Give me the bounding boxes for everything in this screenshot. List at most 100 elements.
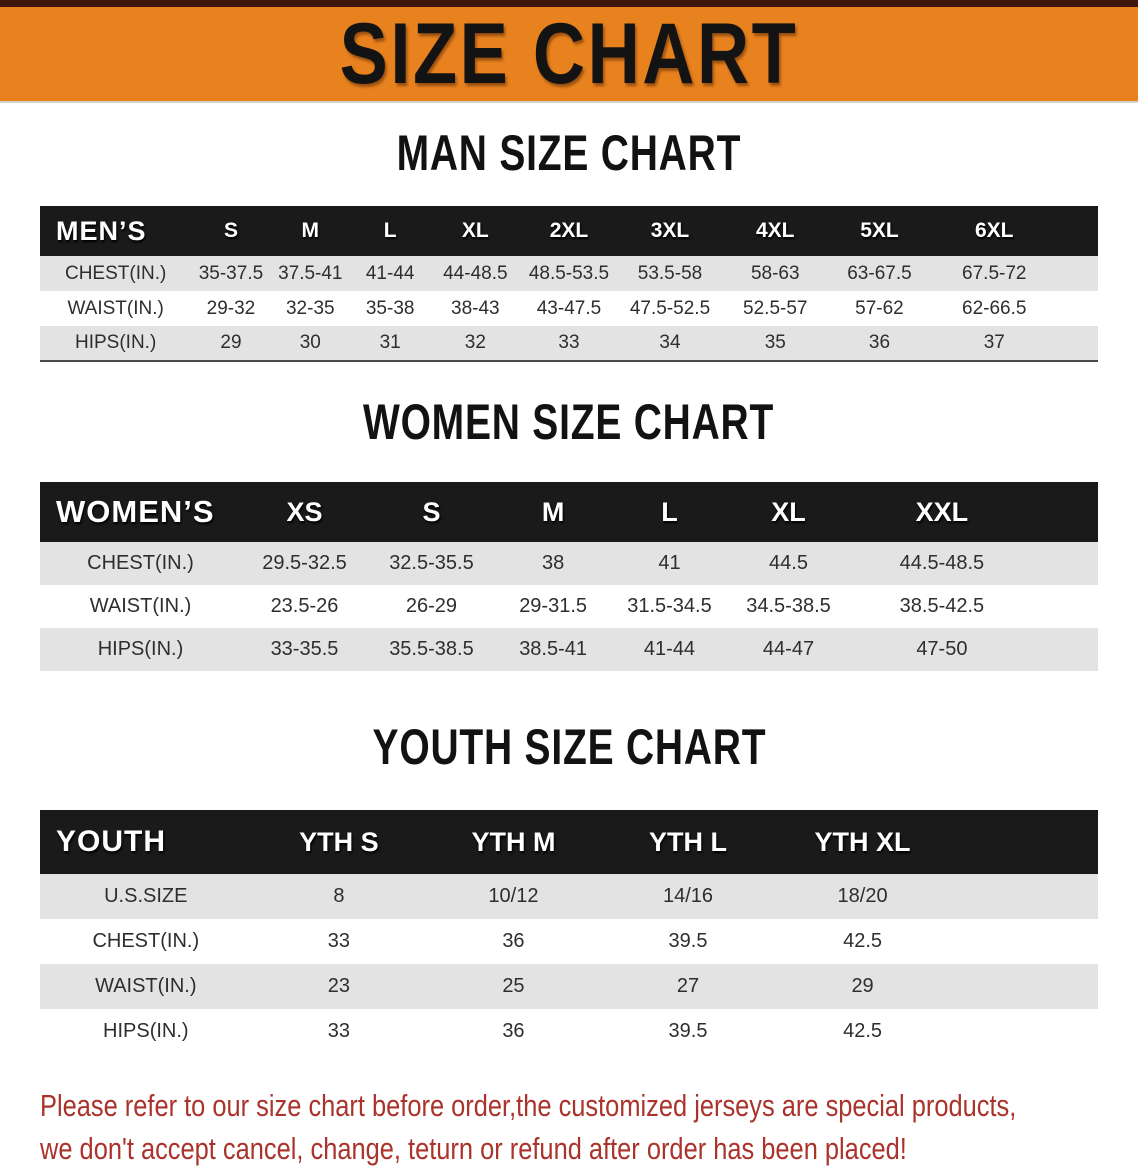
size-chart-banner: SIZE CHART xyxy=(0,0,1138,103)
man-heading-text: MAN SIZE CHART xyxy=(396,125,742,181)
women-size-header: S xyxy=(367,482,495,542)
table-row: HIPS(IN.) 29 30 31 32 33 34 35 36 37 xyxy=(40,326,1098,361)
spacer-cell xyxy=(1034,585,1098,628)
measurement-cell: 34.5-38.5 xyxy=(746,595,831,617)
measurement-cell: 14/16 xyxy=(662,885,714,907)
table-row: CHEST(IN.) 35-37.5 37.5-41 41-44 44-48.5… xyxy=(40,256,1098,291)
youth-size-header: YTH L xyxy=(600,810,776,874)
table-row: U.S.SIZE 8 10/12 14/16 18/20 xyxy=(40,874,1098,919)
disclaimer-text: Please refer to our size chart before or… xyxy=(40,1084,1138,1171)
women-size-header: XS xyxy=(241,482,368,542)
women-size-header: XXL xyxy=(849,482,1035,542)
table-row: WAIST(IN.) 23.5-26 26-29 29-31.5 31.5-34… xyxy=(40,585,1098,628)
measurement-cell: 36 xyxy=(502,1020,525,1042)
measurement-cell: 42.5 xyxy=(843,1020,883,1042)
youth-size-header: YTH S xyxy=(251,810,427,874)
men-size-header: 4XL xyxy=(722,206,829,256)
measurement-cell: 32-35 xyxy=(285,297,335,319)
spacer-cell xyxy=(950,964,1098,1009)
youth-size-header: YTH XL xyxy=(775,810,950,874)
row-label: U.S.SIZE xyxy=(104,885,188,907)
measurement-cell: 33-35.5 xyxy=(270,638,339,660)
measurement-cell: 8 xyxy=(333,885,345,907)
measurement-cell: 26-29 xyxy=(405,595,458,617)
measurement-cell: 37.5-41 xyxy=(278,262,343,284)
measurement-cell: 62-66.5 xyxy=(962,297,1027,319)
measurement-cell: 43-47.5 xyxy=(536,297,602,319)
disclaimer-line-2: we don't accept cancel, change, teturn o… xyxy=(40,1131,907,1167)
spacer-cell xyxy=(1058,291,1098,326)
women-size-header: XL xyxy=(727,482,850,542)
spacer-cell xyxy=(950,1009,1098,1054)
men-size-header: XL xyxy=(430,206,521,256)
measurement-cell: 25 xyxy=(502,975,525,997)
spacer-cell xyxy=(1034,628,1098,671)
youth-section-heading: YOUTH SIZE CHART xyxy=(0,721,1138,786)
measurement-cell: 42.5 xyxy=(843,930,883,952)
measurement-cell: 35.5-38.5 xyxy=(389,638,474,660)
men-size-header: L xyxy=(349,206,431,256)
measurement-cell: 23 xyxy=(327,975,350,997)
measurement-cell: 35-37.5 xyxy=(198,262,264,284)
measurement-cell: 41-44 xyxy=(365,262,415,284)
measurement-cell: 33 xyxy=(558,332,580,353)
men-size-header: 6XL xyxy=(930,206,1058,256)
measurement-cell: 44.5-48.5 xyxy=(899,552,985,574)
measurement-cell: 29-32 xyxy=(206,297,256,319)
men-corner-label: MEN’S xyxy=(40,206,192,256)
measurement-cell: 33 xyxy=(327,930,350,952)
measurement-cell: 39.5 xyxy=(668,930,708,952)
measurement-cell: 32 xyxy=(464,332,486,353)
spacer-cell xyxy=(1034,542,1098,585)
banner-title: SIZE CHART xyxy=(339,6,799,102)
spacer-cell xyxy=(950,919,1098,964)
measurement-cell: 36 xyxy=(868,332,891,353)
measurement-cell: 35 xyxy=(764,332,786,353)
women-size-header: L xyxy=(611,482,728,542)
measurement-cell: 35-38 xyxy=(365,297,415,319)
youth-header-row: YOUTH YTH S YTH M YTH L YTH XL xyxy=(40,810,1098,874)
measurement-cell: 38.5-41 xyxy=(519,638,588,660)
measurement-cell: 41-44 xyxy=(643,638,696,660)
row-label: HIPS(IN.) xyxy=(103,1020,189,1042)
table-row: WAIST(IN.) 29-32 32-35 35-38 38-43 43-47… xyxy=(40,291,1098,326)
youth-corner-label: YOUTH xyxy=(40,810,252,874)
measurement-cell: 52.5-57 xyxy=(743,297,808,319)
men-size-header: 5XL xyxy=(828,206,931,256)
measurement-cell: 31.5-34.5 xyxy=(627,595,712,617)
measurement-cell: 44.5 xyxy=(769,552,808,574)
measurement-cell: 29-31.5 xyxy=(519,595,588,617)
spacer-cell xyxy=(1057,206,1098,256)
measurement-cell: 63-67.5 xyxy=(847,262,912,284)
measurement-cell: 36 xyxy=(502,930,525,952)
measurement-cell: 32.5-35.5 xyxy=(389,552,474,574)
measurement-cell: 10/12 xyxy=(488,885,539,907)
men-header-row: MEN’S S M L XL 2XL 3XL 4XL 5XL 6XL xyxy=(40,206,1098,256)
men-size-header: M xyxy=(270,206,350,256)
youth-size-header: YTH M xyxy=(426,810,601,874)
women-corner-label: WOMEN’S xyxy=(40,482,242,542)
measurement-cell: 31 xyxy=(379,332,401,353)
table-row: HIPS(IN.) 33 36 39.5 42.5 xyxy=(40,1009,1098,1054)
measurement-cell: 27 xyxy=(676,975,700,997)
row-label: CHEST(IN.) xyxy=(64,262,167,284)
disclaimer-line-1: Please refer to our size chart before or… xyxy=(40,1088,1017,1123)
measurement-cell: 47.5-52.5 xyxy=(629,297,711,319)
row-label: WAIST(IN.) xyxy=(67,297,164,319)
table-row: CHEST(IN.) 33 36 39.5 42.5 xyxy=(40,919,1098,964)
measurement-cell: 38.5-42.5 xyxy=(899,595,985,617)
measurement-cell: 29 xyxy=(851,975,874,997)
row-label: HIPS(IN.) xyxy=(97,638,184,660)
spacer-cell xyxy=(950,874,1098,919)
measurement-cell: 44-48.5 xyxy=(443,262,508,284)
measurement-cell: 30 xyxy=(299,332,321,353)
women-header-row: WOMEN’S XS S M L XL XXL xyxy=(40,482,1098,542)
measurement-cell: 29.5-32.5 xyxy=(262,552,347,574)
spacer-cell xyxy=(1034,482,1098,542)
row-label: WAIST(IN.) xyxy=(89,595,192,617)
man-section-heading: MAN SIZE CHART xyxy=(0,127,1138,192)
men-size-header: 2XL xyxy=(520,206,618,256)
table-row: HIPS(IN.) 33-35.5 35.5-38.5 38.5-41 41-4… xyxy=(40,628,1098,671)
measurement-cell: 38-43 xyxy=(451,297,500,319)
measurement-cell: 23.5-26 xyxy=(270,595,339,617)
